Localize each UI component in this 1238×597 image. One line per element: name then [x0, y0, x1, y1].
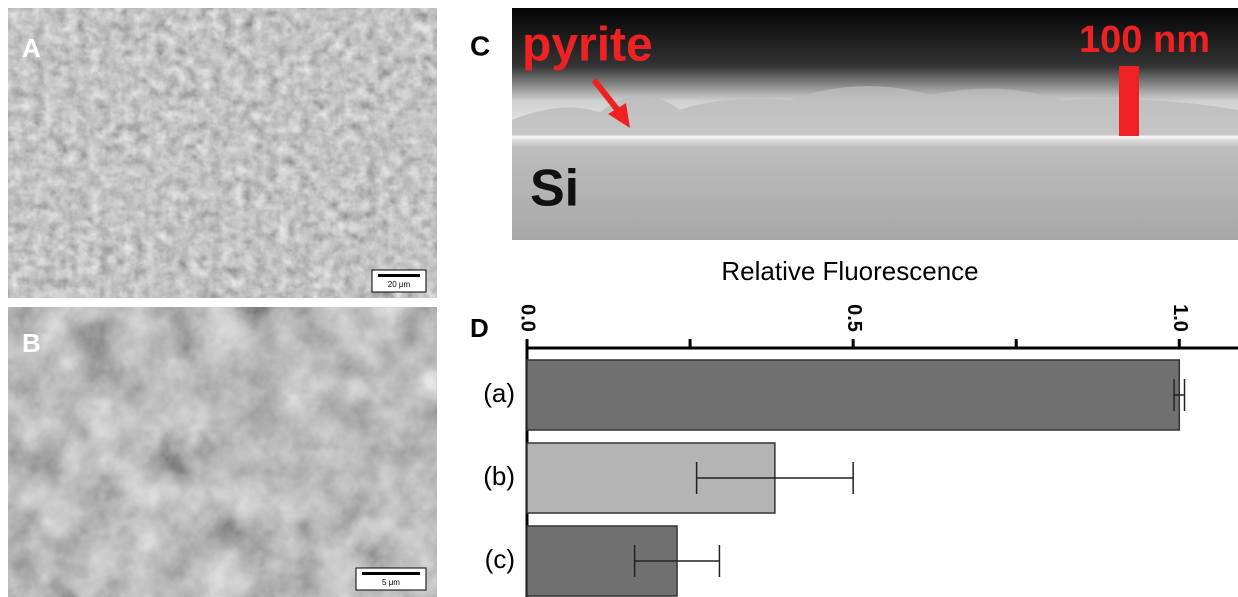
sem-image-b: [8, 307, 437, 597]
sem-image-a: [8, 8, 437, 298]
y-tick-label: (b): [483, 461, 515, 491]
x-tick-label: 0.0: [517, 304, 539, 332]
y-tick-label: (a): [483, 378, 515, 408]
scale-bar: [378, 274, 420, 277]
scale-bar-label: 100 nm: [1079, 19, 1210, 61]
scale-bar-label: 5 μm: [382, 578, 400, 587]
chart: 0.0 0.5 1.0 (a) (b) (c): [483, 304, 1238, 597]
panel-label: A: [22, 33, 41, 63]
bar: [527, 360, 1179, 430]
scale-bar: [1119, 66, 1139, 136]
panel-label: B: [22, 328, 41, 358]
y-tick-label: (c): [485, 544, 515, 574]
x-tick-label: 0.5: [843, 304, 865, 332]
axis-title: Relative Fluorescence: [721, 256, 978, 286]
annotation: pyrite: [522, 19, 653, 72]
scale-bar: [362, 572, 420, 575]
x-tick-label: 1.0: [1169, 304, 1191, 332]
substrate-label: Si: [530, 160, 579, 218]
scale-bar-label: 20 μm: [388, 280, 411, 289]
panel-label: D: [470, 313, 489, 343]
panel-label: C: [470, 30, 490, 61]
figure: A 20 μm B 5 μm C pyrite 100 nm Si D Rela…: [0, 0, 1238, 597]
